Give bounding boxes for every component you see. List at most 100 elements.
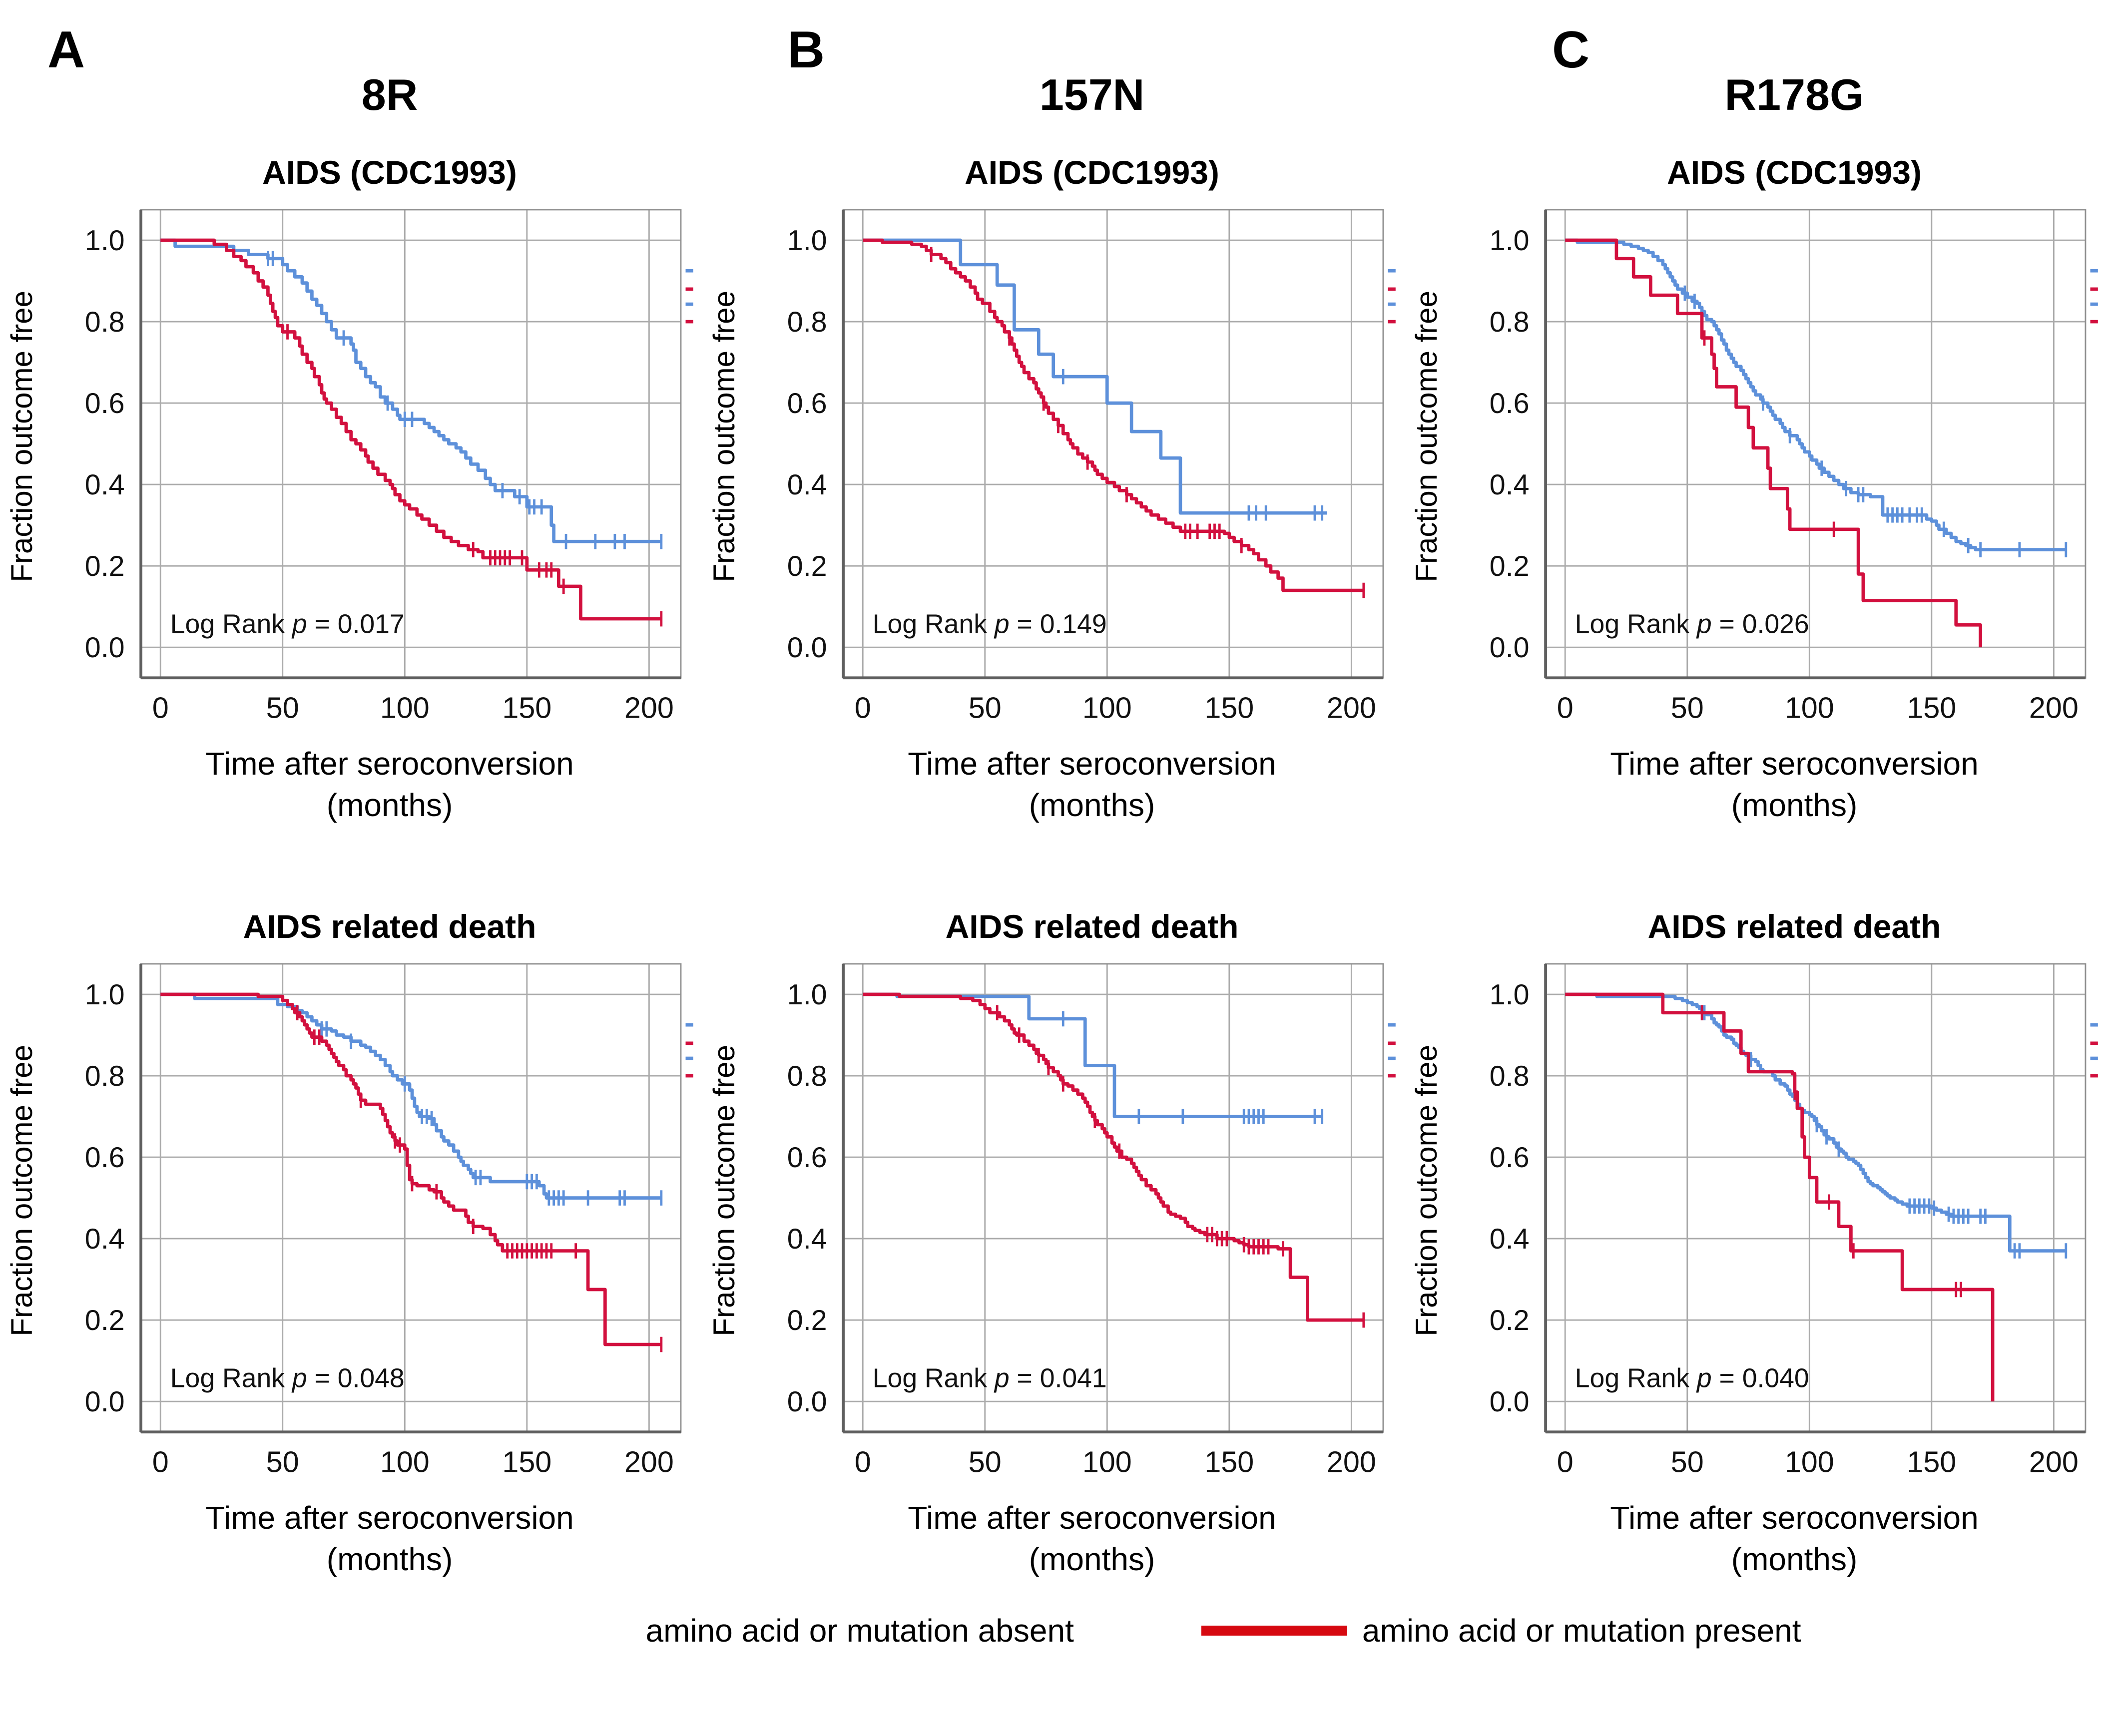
svg-text:150: 150 [1204,691,1254,725]
gene-title-8r: 8R [361,70,418,119]
x-axis-label-line2: (months) [1029,1541,1155,1577]
svg-text:0.0: 0.0 [787,1386,827,1418]
svg-text:0: 0 [1557,1445,1574,1479]
svg-text:0.8: 0.8 [787,306,827,338]
panel-letter-a: A [47,21,85,79]
svg-text:0.6: 0.6 [1490,388,1530,420]
chart-row-b-top: Fraction outcome free 0.0 0.2 0.4 0.6 0.8 1.0… [702,198,1405,740]
chart-row-a-bottom: Fraction outcome free 0.0 0.2 0.4 0.6 0.8 1.0… [0,952,702,1494]
svg-text:100: 100 [1082,1445,1132,1479]
svg-text:0: 0 [855,1445,871,1479]
svg-text:0.4: 0.4 [787,469,827,501]
svg-text:0.0: 0.0 [85,632,125,664]
svg-text:1.0: 1.0 [85,225,125,257]
svg-text:0.6: 0.6 [85,1142,125,1174]
svg-text:200: 200 [624,691,674,725]
chart-row-a-top: Fraction outcome free 0.0 0.2 0.4 0.6 0.8 1.0… [0,198,702,740]
svg-text:150: 150 [502,691,551,725]
svg-text:150: 150 [1907,1445,1956,1479]
chart-row-c-top: Fraction outcome free 0.0 0.2 0.4 0.6 0.8 1.0… [1405,198,2107,740]
plot-title-b-bottom: AIDS related death [945,908,1239,945]
gene-title-r178g: R178G [1724,70,1864,119]
svg-text:50: 50 [969,1445,1002,1479]
chart-row-c-bottom: Fraction outcome free 0.0 0.2 0.4 0.6 0.8 1.0… [1405,952,2107,1494]
x-axis-label-line1: Time after seroconversion [1610,745,1979,782]
svg-text:0.0: 0.0 [1490,632,1530,664]
svg-text:0.6: 0.6 [787,1142,827,1174]
x-axis-label-a-top: Time after seroconversion (months) [75,743,704,826]
x-axis-label-line1: Time after seroconversion [205,1499,574,1536]
svg-text:0.4: 0.4 [1490,1223,1530,1255]
svg-text:0: 0 [855,691,871,725]
x-axis-label-line1: Time after seroconversion [908,745,1276,782]
svg-text:0: 0 [1557,691,1574,725]
svg-text:0.6: 0.6 [85,388,125,420]
svg-text:0.0: 0.0 [787,632,827,664]
panel-c-bottom: AIDS related death Fraction outcome free… [1405,826,2107,1580]
svg-text:0.8: 0.8 [85,306,125,338]
svg-text:100: 100 [380,691,430,725]
svg-text:100: 100 [1785,691,1834,725]
svg-text:100: 100 [1082,691,1132,725]
svg-text:200: 200 [624,1445,674,1479]
svg-text:0.8: 0.8 [787,1060,827,1092]
svg-text:100: 100 [1785,1445,1834,1479]
panel-letter-b: B [787,21,825,79]
panel-b-bottom: AIDS related death Fraction outcome free… [702,826,1405,1580]
plot-title-b-top: AIDS (CDC1993) [965,154,1219,191]
svg-text:Log Rank p = 0.017: Log Rank p = 0.017 [170,610,405,639]
svg-text:1.0: 1.0 [787,225,827,257]
svg-text:0.6: 0.6 [1490,1142,1530,1174]
svg-text:0.2: 0.2 [85,550,125,582]
svg-text:50: 50 [1671,691,1704,725]
svg-text:200: 200 [2029,1445,2079,1479]
svg-text:0.8: 0.8 [1490,306,1530,338]
svg-text:Log Rank p = 0.026: Log Rank p = 0.026 [1575,610,1809,639]
x-axis-label-c-bottom: Time after seroconversion (months) [1480,1497,2107,1580]
svg-text:0.4: 0.4 [787,1223,827,1255]
panel-b-top: B 157N AIDS (CDC1993) Fraction outcome f… [702,14,1405,826]
x-axis-label-line1: Time after seroconversion [1610,1499,1979,1536]
x-axis-label-line1: Time after seroconversion [205,745,574,782]
y-axis-label-a-top: Fraction outcome free [4,291,38,582]
panel-a-top: A 8R AIDS (CDC1993) Fraction outcome fre… [0,14,702,826]
svg-text:1.0: 1.0 [1490,979,1530,1011]
y-axis-label-c-bottom: Fraction outcome free [1409,1045,1443,1336]
x-axis-label-line2: (months) [1029,787,1155,823]
svg-text:Log Rank p = 0.040: Log Rank p = 0.040 [1575,1364,1809,1393]
svg-text:0.4: 0.4 [85,1223,125,1255]
svg-text:1.0: 1.0 [1490,225,1530,257]
km-chart-b-top: 0.0 0.2 0.4 0.6 0.8 1.0 0 50 100 150 200 Log Rank p… [787,209,1396,725]
legend: amino acid or mutation absent amino acid… [170,1612,2107,1649]
svg-text:150: 150 [1907,691,1956,725]
x-axis-label-line2: (months) [326,787,453,823]
panel-c-top: C R178G AIDS (CDC1993) Fraction outcome … [1405,14,2107,826]
svg-text:150: 150 [1204,1445,1254,1479]
km-chart-a-top: 0.0 0.2 0.4 0.6 0.8 1.0 0 50 100 150 200 Log Rank p… [85,209,693,725]
x-axis-label-b-bottom: Time after seroconversion (months) [777,1497,1407,1580]
svg-text:50: 50 [266,691,299,725]
svg-text:0: 0 [152,1445,169,1479]
svg-text:0: 0 [152,691,169,725]
bottom-row: AIDS related death Fraction outcome free… [0,826,2107,1580]
svg-text:200: 200 [1327,1445,1376,1479]
top-row: A 8R AIDS (CDC1993) Fraction outcome fre… [0,14,2107,826]
svg-text:0.4: 0.4 [85,469,125,501]
km-chart-b-bottom: 0.0 0.2 0.4 0.6 0.8 1.0 0 50 100 150 200 Log Rank p… [787,963,1396,1479]
x-axis-label-a-bottom: Time after seroconversion (months) [75,1497,704,1580]
km-chart-c-bottom: 0.0 0.2 0.4 0.6 0.8 1.0 0 50 100 150 200 Log Rank p… [1490,963,2098,1479]
y-axis-label-a-bottom: Fraction outcome free [4,1045,38,1336]
y-axis-label-c-top: Fraction outcome free [1409,291,1443,582]
y-axis-label-b-bottom: Fraction outcome free [707,1045,741,1336]
svg-text:0.2: 0.2 [85,1304,125,1336]
svg-text:0.2: 0.2 [787,550,827,582]
plot-title-c-top: AIDS (CDC1993) [1667,154,1922,191]
km-chart-c-top: 0.0 0.2 0.4 0.6 0.8 1.0 0 50 100 150 200 Log Rank p… [1490,209,2098,725]
svg-text:0.8: 0.8 [1490,1060,1530,1092]
panel-a-bottom: AIDS related death Fraction outcome free… [0,826,702,1580]
legend-absent-label: amino acid or mutation absent [645,1613,1074,1649]
svg-text:1.0: 1.0 [787,979,827,1011]
x-axis-label-line1: Time after seroconversion [908,1499,1276,1536]
chart-row-b-bottom: Fraction outcome free 0.0 0.2 0.4 0.6 0.8 1.0… [702,952,1405,1494]
